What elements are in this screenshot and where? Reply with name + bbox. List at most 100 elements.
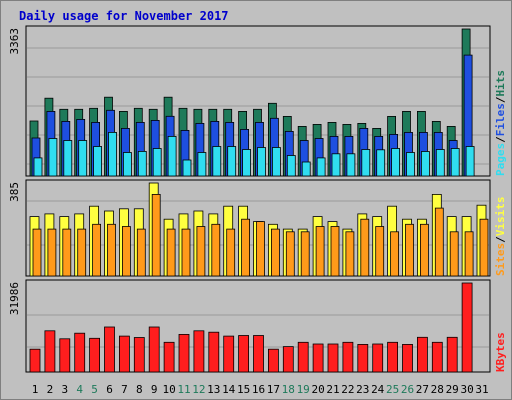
bar-kbytes-day-23 [357, 343, 369, 373]
bar-pages-day-10 [167, 135, 177, 177]
bar-sites-day-31 [479, 218, 489, 277]
bar-pages-day-9 [152, 148, 162, 177]
bar-kbytes-day-19 [297, 341, 309, 373]
ymax-label-hits-files-pages: 3363 [8, 28, 21, 55]
bar-sites-day-21 [330, 226, 340, 277]
bar-sites-day-8 [136, 228, 146, 277]
bar-sites-day-7 [122, 226, 131, 277]
legend-item-visits-sites-1: / [494, 236, 507, 243]
bar-kbytes-day-8 [133, 337, 145, 373]
legend-item-hits-files-pages-4: Hits [494, 70, 507, 97]
bar-pages-day-6 [108, 131, 117, 177]
bar-kbytes-day-26 [402, 343, 413, 373]
bar-pages-day-18 [286, 155, 296, 177]
bar-kbytes-day-7 [119, 335, 130, 373]
bar-sites-day-13 [211, 223, 221, 277]
legend-item-visits-sites-0: Sites [494, 243, 507, 276]
x-tick-label-17: 17 [267, 383, 280, 396]
bar-kbytes-day-30 [461, 282, 473, 373]
bar-sites-day-9 [151, 193, 161, 277]
ymax-label-visits-sites: 385 [8, 182, 21, 202]
bar-kbytes-day-20 [312, 343, 324, 373]
bar-pages-day-23 [361, 149, 371, 177]
bar-sites-day-24 [375, 226, 385, 277]
legend-label-visits-sites: Sites/Visits [494, 197, 507, 277]
legend-item-visits-sites-2: Visits [494, 197, 507, 237]
bar-sites-day-10 [166, 228, 176, 277]
bar-pages-day-5 [93, 146, 102, 177]
x-tick-label-3: 3 [61, 383, 68, 396]
bar-kbytes-day-4 [74, 332, 86, 373]
x-tick-label-30: 30 [460, 383, 473, 396]
x-tick-label-4: 4 [76, 383, 83, 396]
bar-sites-day-5 [92, 223, 101, 277]
bar-kbytes-day-11 [178, 333, 190, 373]
bar-sites-day-12 [196, 226, 206, 277]
x-tick-label-1: 1 [32, 383, 39, 396]
bar-pages-day-26 [406, 152, 415, 177]
bar-sites-day-15 [241, 218, 251, 277]
bar-kbytes-day-6 [104, 326, 115, 373]
bar-kbytes-day-29 [446, 336, 458, 373]
bar-kbytes-day-18 [282, 346, 294, 373]
bar-pages-day-24 [376, 149, 386, 177]
bar-pages-day-14 [227, 146, 237, 177]
legend-item-hits-files-pages-2: Files [494, 103, 507, 136]
x-tick-label-21: 21 [326, 383, 339, 396]
bar-sites-day-29 [449, 231, 459, 277]
bar-kbytes-day-12 [193, 330, 205, 373]
legend-item-hits-files-pages-1: / [494, 136, 507, 143]
bar-kbytes-day-17 [267, 348, 279, 373]
bar-pages-day-12 [197, 152, 207, 177]
bar-pages-day-28 [435, 149, 445, 177]
bar-pages-day-19 [301, 161, 311, 177]
x-tick-label-2: 2 [47, 383, 54, 396]
bar-pages-day-1 [33, 157, 43, 177]
x-tick-label-29: 29 [446, 383, 459, 396]
bar-pages-day-20 [316, 157, 326, 177]
x-tick-label-19: 19 [297, 383, 310, 396]
bar-kbytes-day-21 [327, 343, 339, 373]
x-tick-label-23: 23 [356, 383, 369, 396]
bar-pages-day-3 [63, 140, 73, 177]
legend-label-kbytes: KBytes [494, 332, 507, 372]
x-tick-label-6: 6 [106, 383, 113, 396]
x-tick-label-8: 8 [136, 383, 143, 396]
bar-pages-day-25 [391, 148, 401, 177]
bar-kbytes-day-16 [253, 335, 264, 373]
bar-sites-day-23 [360, 218, 370, 277]
bar-sites-day-30 [464, 231, 474, 277]
bar-pages-day-15 [242, 149, 252, 177]
bar-sites-day-17 [270, 228, 280, 277]
bar-kbytes-day-1 [29, 348, 41, 373]
bar-kbytes-day-22 [342, 341, 354, 373]
bar-sites-day-20 [315, 226, 325, 277]
bar-sites-day-18 [285, 231, 295, 277]
x-tick-label-22: 22 [341, 383, 354, 396]
bar-kbytes-day-3 [59, 338, 71, 373]
bar-pages-day-16 [257, 147, 266, 177]
bar-kbytes-day-13 [208, 331, 220, 373]
bar-sites-day-25 [390, 231, 400, 277]
bar-sites-day-3 [62, 228, 72, 277]
x-tick-label-12: 12 [192, 383, 205, 396]
x-tick-label-24: 24 [371, 383, 385, 396]
x-tick-label-5: 5 [91, 383, 98, 396]
legend-label-hits-files-pages: Pages/Files/Hits [494, 70, 507, 176]
bar-kbytes-day-10 [163, 341, 175, 373]
bar-sites-day-11 [181, 228, 191, 277]
bar-pages-day-13 [212, 146, 222, 177]
bar-pages-day-8 [137, 150, 147, 177]
bar-sites-day-28 [434, 207, 444, 277]
x-tick-label-14: 14 [222, 383, 236, 396]
bar-kbytes-day-2 [44, 330, 56, 373]
bar-kbytes-day-14 [223, 335, 235, 373]
x-tick-label-13: 13 [207, 383, 220, 396]
bar-pages-day-22 [346, 153, 356, 177]
bar-pages-day-7 [123, 152, 132, 177]
x-tick-label-10: 10 [162, 383, 175, 396]
bar-sites-day-2 [47, 228, 57, 277]
x-tick-label-28: 28 [431, 383, 444, 396]
legend-item-hits-files-pages-0: Pages [494, 143, 507, 176]
